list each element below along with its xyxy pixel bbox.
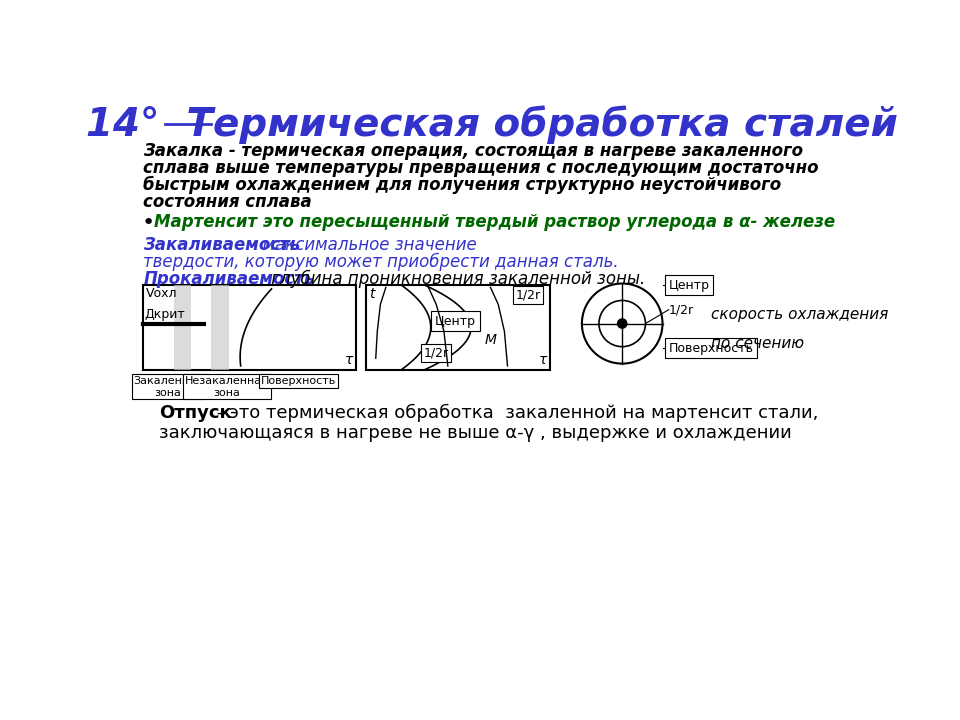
Text: τ: τ — [345, 353, 353, 366]
Text: - максимальное значение: - максимальное значение — [246, 235, 476, 253]
Text: M: M — [485, 333, 496, 348]
Text: Прокаливаемость: Прокаливаемость — [143, 270, 315, 288]
Text: Vохл: Vохл — [146, 287, 178, 300]
Text: заключающаяся в нагреве не выше α-γ , выдержке и охлаждении: заключающаяся в нагреве не выше α-γ , вы… — [158, 423, 791, 441]
Text: глубина проникновения закаленной зоны.: глубина проникновения закаленной зоны. — [266, 270, 645, 288]
Text: сплава выше температуры превращения с последующим достаточно: сплава выше температуры превращения с по… — [143, 159, 819, 177]
Text: 1/2r: 1/2r — [516, 288, 540, 301]
Text: Центр: Центр — [435, 315, 476, 328]
Circle shape — [582, 284, 662, 364]
Text: состояния сплава: состояния сплава — [143, 193, 312, 211]
Text: Поверхность: Поверхность — [669, 342, 754, 355]
Text: скорость охлаждения
по сечению: скорость охлаждения по сечению — [710, 307, 888, 351]
Text: •: • — [142, 212, 155, 233]
Text: - это термическая обработка  закаленной на мартенсит стали,: - это термическая обработка закаленной н… — [211, 404, 819, 422]
Text: Закаленная
зона: Закаленная зона — [133, 376, 203, 397]
Text: A: A — [528, 287, 538, 302]
Text: t: t — [370, 287, 375, 301]
Circle shape — [617, 319, 627, 328]
Bar — [143, 285, 356, 370]
Bar — [211, 285, 228, 370]
Text: Центр: Центр — [669, 279, 709, 292]
Text: Закалка - термическая операция, состоящая в нагреве закаленного: Закалка - термическая операция, состояща… — [143, 142, 804, 160]
Text: Незакаленная
зона: Незакаленная зона — [185, 376, 269, 397]
Circle shape — [599, 300, 645, 346]
Text: Дкрит: Дкрит — [145, 308, 185, 321]
Text: Мартенсит это пересыщенный твердый раствор углерода в α- железе: Мартенсит это пересыщенный твердый раств… — [155, 212, 835, 230]
Text: Поверхность: Поверхность — [260, 376, 336, 386]
Text: 14°  Термическая обработка сталей: 14° Термическая обработка сталей — [86, 106, 898, 144]
Bar — [367, 285, 550, 370]
Text: τ: τ — [539, 353, 547, 366]
Text: твердости, которую может приобрести данная сталь.: твердости, которую может приобрести данн… — [143, 253, 619, 271]
Bar — [175, 285, 191, 370]
Text: быстрым охлаждением для получения структурно неустойчивого: быстрым охлаждением для получения структ… — [143, 176, 781, 194]
Text: Отпуск: Отпуск — [158, 404, 231, 422]
Text: Закаливаемость: Закаливаемость — [143, 235, 300, 253]
Text: 1/2r: 1/2r — [423, 346, 448, 359]
Text: 1/2r: 1/2r — [669, 303, 694, 316]
